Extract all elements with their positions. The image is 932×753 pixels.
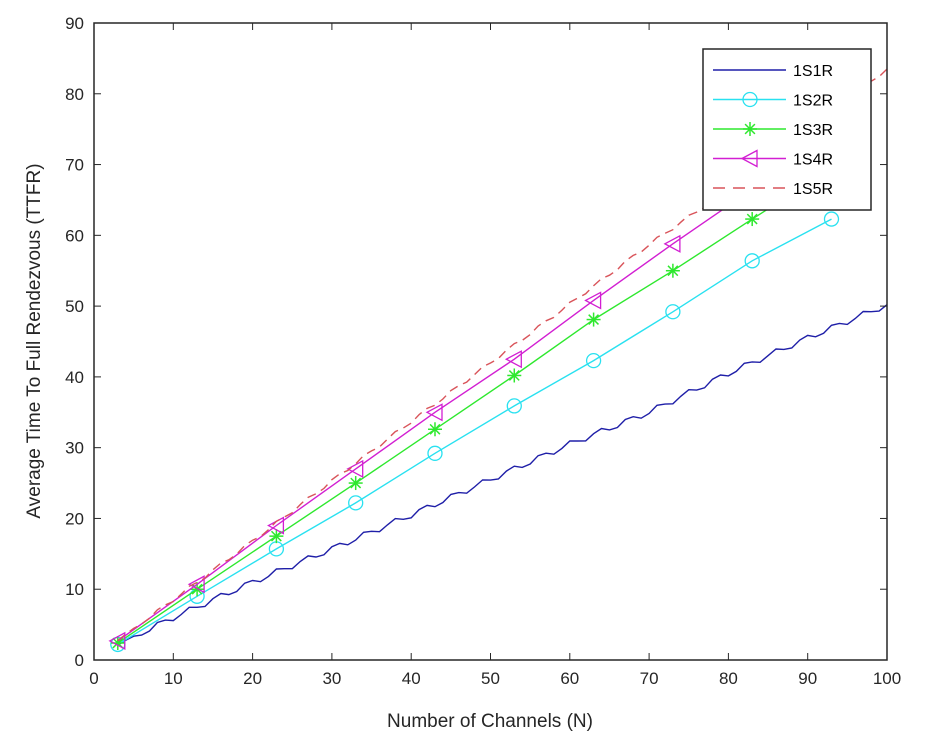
x-tick-label: 70 [640,669,659,688]
y-tick-label: 80 [65,85,84,104]
y-tick-label: 0 [75,651,84,670]
y-tick-label: 40 [65,368,84,387]
x-tick-label: 100 [873,669,901,688]
series-1S3R [110,161,839,651]
legend-label: 1S3R [793,122,833,139]
legend-label: 1S5R [793,181,833,198]
y-tick-label: 60 [65,226,84,245]
series-1S4R [108,123,840,650]
legend-label: 1S2R [793,93,833,110]
y-tick-label: 70 [65,156,84,175]
x-tick-label: 90 [798,669,817,688]
legend-item-1S5R: 1S5R [713,181,833,198]
plot-lines [108,68,887,653]
legend-item-1S2R: 1S2R [713,91,833,110]
x-tick-label: 20 [243,669,262,688]
legend-item-1S4R: 1S4R [713,149,833,169]
legend-label: 1S4R [793,152,833,169]
y-tick-label: 20 [65,509,84,528]
y-tick-label: 10 [65,580,84,599]
legend-item-1S3R: 1S3R [713,122,833,139]
legend-item-1S1R: 1S1R [713,63,833,80]
x-tick-label: 80 [719,669,738,688]
y-tick-label: 30 [65,439,84,458]
x-tick-label: 0 [89,669,98,688]
series-1S5R [117,68,887,642]
y-axis-label: Average Time To Full Rendezvous (TTFR) [24,163,45,518]
axis-ticks: 0 10 20 30 40 50 60 70 80 90 100 0 10 20 30 40 50 60 70 80 9… [65,14,901,688]
legend: 1S1R 1S2R 1S3R 1S4R 1S5R [702,48,872,211]
y-tick-label: 90 [65,14,84,33]
x-tick-label: 30 [322,669,341,688]
x-axis-label: Number of Channels (N) [387,711,593,732]
x-tick-label: 50 [481,669,500,688]
x-tick-label: 60 [560,669,579,688]
series-1S1R [117,304,887,646]
series-1S2R [110,211,840,653]
y-tick-label: 50 [65,297,84,316]
x-tick-label: 40 [402,669,421,688]
legend-label: 1S1R [793,63,833,80]
x-tick-label: 10 [164,669,183,688]
